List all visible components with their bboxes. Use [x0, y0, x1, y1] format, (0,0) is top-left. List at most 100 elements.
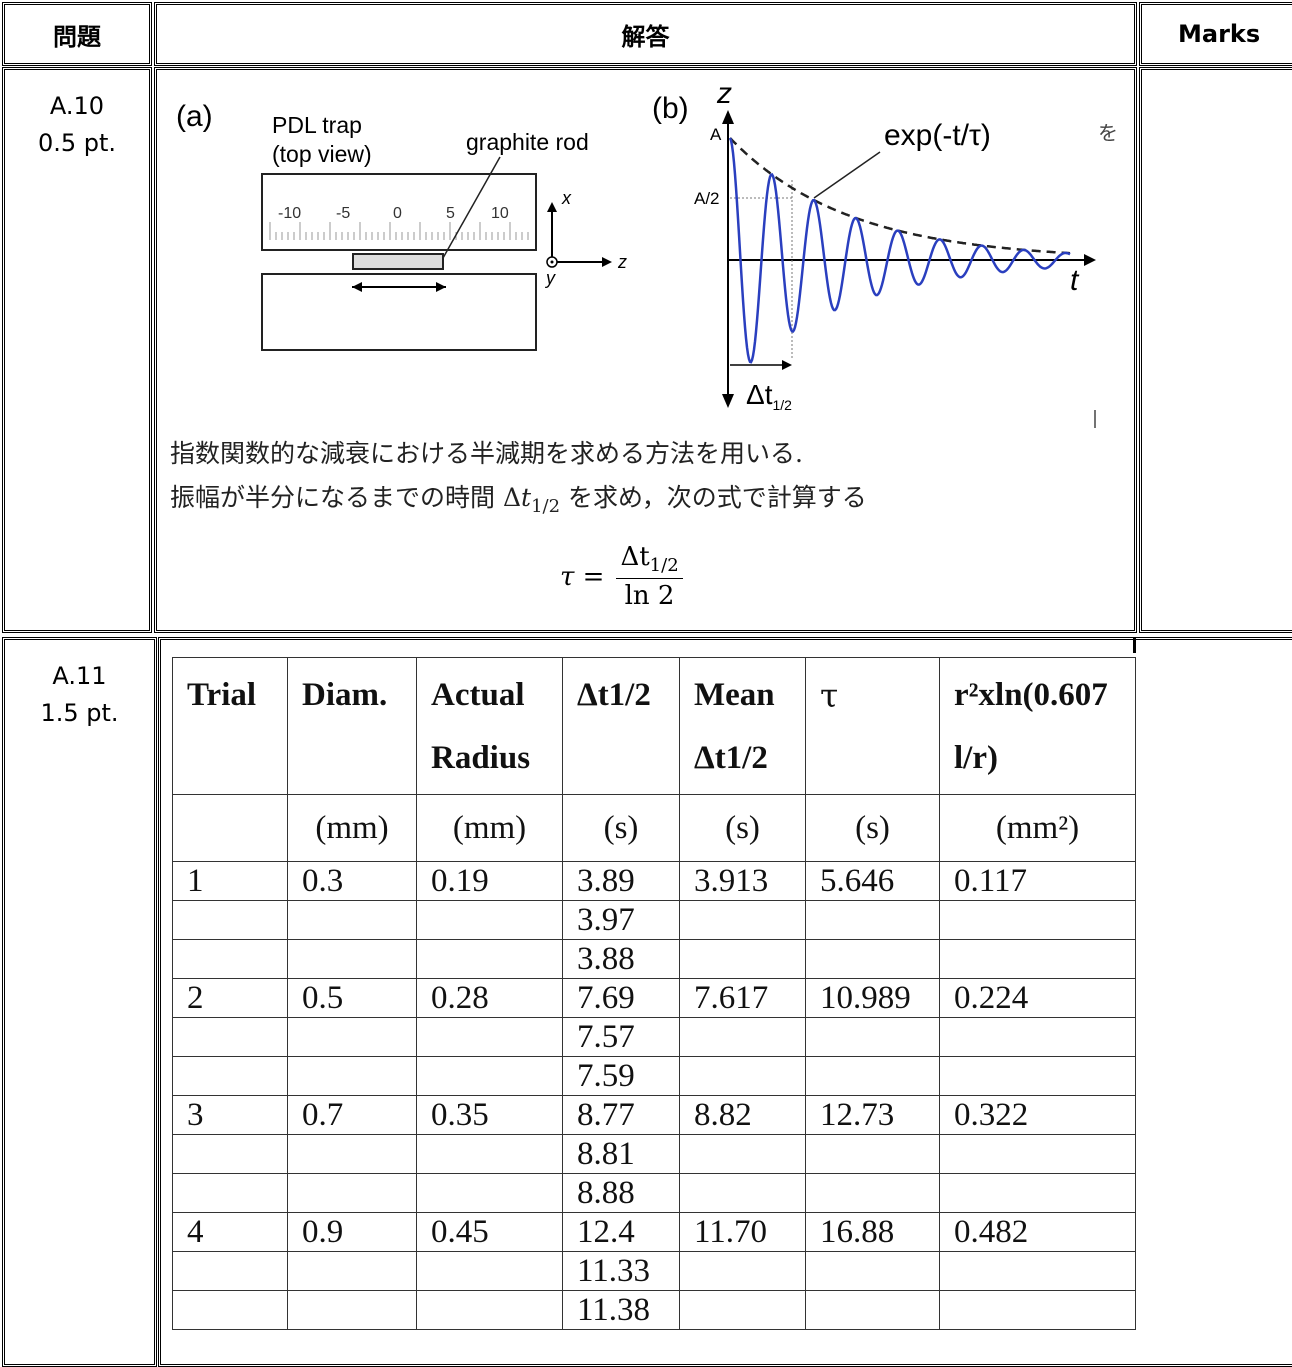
table-units-row: (mm) (mm) (s) (s) (s) (mm²) [172, 794, 1136, 862]
a10-formula: τ = Δt1/2 ln 2 [560, 542, 683, 611]
table-cell [416, 900, 563, 940]
table-cell [172, 900, 288, 940]
unit-cell [172, 794, 288, 862]
table-cell: 0.224 [939, 978, 1136, 1018]
table-cell: 7.617 [679, 978, 806, 1018]
table-cell: 0.3 [287, 861, 417, 901]
unit-cell: (mm²) [939, 794, 1136, 862]
question-a11-id: A.11 [52, 662, 107, 690]
col-header-radius: Actual Radius [416, 657, 563, 795]
table-cell: 12.4 [562, 1212, 680, 1252]
ruler-tick-label: 0 [393, 205, 402, 222]
table-cell [679, 900, 806, 940]
table-cell [939, 900, 1136, 940]
table-cell: 8.82 [679, 1095, 806, 1135]
table-cell: 1 [172, 861, 288, 901]
table-cell: 0.35 [416, 1095, 563, 1135]
header-question: 問題 [2, 2, 152, 66]
results-table: Trial Diam. Actual Radius Δt1/2 Mean Δt1… [172, 657, 1136, 1330]
table-cell [416, 1290, 563, 1330]
table-cell: 3 [172, 1095, 288, 1135]
table-row: 8.81 [172, 1134, 1136, 1174]
table-cell [679, 1290, 806, 1330]
table-cell [805, 1017, 940, 1057]
stray-character: を [1098, 123, 1118, 145]
table-cell: 0.19 [416, 861, 563, 901]
table-cell: 16.88 [805, 1212, 940, 1252]
unit-cell: (mm) [287, 794, 417, 862]
col-header-tau: τ [805, 657, 940, 795]
ruler-tick-label: -10 [278, 205, 301, 222]
axis-z-label: z [617, 252, 627, 272]
panel-b-label: (b) [652, 92, 689, 125]
dt-label: Δt1/2 [746, 379, 792, 413]
unit-cell: (mm) [416, 794, 563, 862]
a10-text-line2: 振幅が半分になるまでの時間 Δt1/2 を求め，次の式で計算する [170, 478, 867, 517]
table-cell [805, 1173, 940, 1213]
rod-label: graphite rod [466, 129, 589, 155]
ruler-tick-label: 5 [446, 205, 455, 222]
col-header-trial: Trial [172, 657, 288, 795]
header-marks-label: Marks [1178, 20, 1261, 48]
a10-line2-pre: 振幅が半分になるまでの時間 Δ [170, 483, 522, 512]
plot-axis-arrow-up [722, 110, 734, 124]
table-cell: 0.322 [939, 1095, 1136, 1135]
table-cell [416, 1017, 563, 1057]
question-a11-points: 1.5 pt. [40, 699, 119, 727]
table-cell [805, 1056, 940, 1096]
unit-cell: (s) [562, 794, 680, 862]
table-cell: 3.89 [562, 861, 680, 901]
motion-arrowheads [352, 282, 446, 292]
table-cell [416, 1056, 563, 1096]
table-row: 8.88 [172, 1173, 1136, 1213]
a10-line2-post: を求め，次の式で計算する [560, 483, 867, 512]
table-cell [679, 1173, 806, 1213]
question-a10-points: 0.5 pt. [37, 129, 117, 157]
table-cell [416, 1173, 563, 1213]
table-cell [172, 1173, 288, 1213]
answer-a10-cell [154, 67, 1137, 633]
damped-oscillation [728, 137, 1071, 364]
table-cell: 5.646 [805, 861, 940, 901]
col-header-mean-dt: Mean Δt1/2 [679, 657, 806, 795]
table-cell: 8.88 [562, 1173, 680, 1213]
plot-time-arrow [1084, 254, 1096, 266]
table-cell [805, 1290, 940, 1330]
table-cell [416, 939, 563, 979]
table-body: 1 0.3 0.19 3.89 3.913 5.646 0.117 3.97 3.88 2 0.5 0… [172, 861, 1136, 1330]
table-cell [679, 939, 806, 979]
table-cell: 0.7 [287, 1095, 417, 1135]
header-question-label: 問題 [53, 22, 101, 51]
figure-a10: (a) PDL trap (top view) graphite rod -10… [176, 77, 1118, 428]
table-cell [939, 1251, 1136, 1291]
plot-axis-arrow-down [722, 394, 734, 408]
table-cell: 7.57 [562, 1017, 680, 1057]
header-answer: 解答 [154, 2, 1137, 66]
table-cell [939, 1173, 1136, 1213]
table-cell [172, 1056, 288, 1096]
table-cell: 7.69 [562, 978, 680, 1018]
a10-line2-var: t [521, 483, 532, 512]
table-row: 2 0.5 0.28 7.69 7.617 10.989 0.224 [172, 978, 1136, 1018]
a10-line2-sub: 1/2 [531, 496, 561, 517]
table-cell [805, 1134, 940, 1174]
table-cell: 3.88 [562, 939, 680, 979]
col-header-diam: Diam. [287, 657, 417, 795]
axis-y-dot [550, 260, 554, 264]
table-cell [939, 1056, 1136, 1096]
amplitude-half-label: A/2 [694, 189, 720, 208]
table-cell [172, 939, 288, 979]
table-cell [287, 900, 417, 940]
table-cell: 10.989 [805, 978, 940, 1018]
ruler-ticks: -10 -5 0 5 10 [278, 205, 509, 222]
table-cell: 8.77 [562, 1095, 680, 1135]
table-cell: 0.9 [287, 1212, 417, 1252]
table-row: 3.88 [172, 939, 1136, 979]
trap-lower-block [261, 273, 537, 351]
table-cell [287, 1134, 417, 1174]
table-cell [805, 939, 940, 979]
table-row: 7.57 [172, 1017, 1136, 1057]
table-cell: 11.38 [562, 1290, 680, 1330]
table-cell [287, 939, 417, 979]
header-answer-label: 解答 [621, 22, 670, 51]
